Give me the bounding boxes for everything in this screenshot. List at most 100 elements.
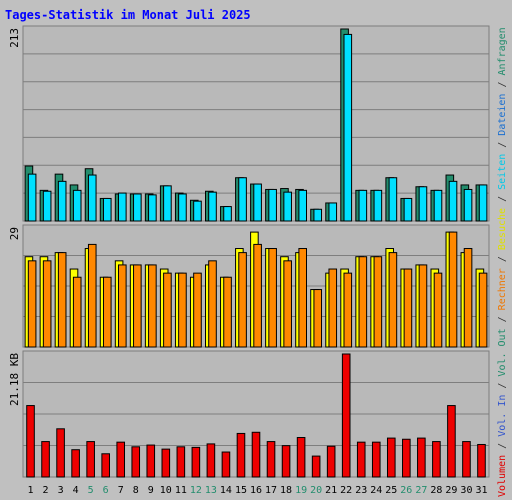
bar-seiten-day-8 <box>133 193 142 222</box>
bar-rechner-day-24 <box>373 256 383 348</box>
x-tick-label: 29 <box>445 485 457 496</box>
bar-seiten-day-29 <box>448 180 458 222</box>
x-tick-label: 2 <box>43 485 49 496</box>
bar-volumen-day-5 <box>86 441 95 478</box>
bar-rechner-day-8 <box>133 264 142 348</box>
bar-rechner-day-21 <box>328 268 338 348</box>
panel-requests: 213 <box>8 25 490 222</box>
bar-seiten-day-18 <box>283 191 292 222</box>
x-tick-label: 5 <box>88 485 94 496</box>
x-tick-label: 20 <box>310 485 322 496</box>
x-tick-label: 16 <box>250 485 262 496</box>
bar-seiten-day-27 <box>418 186 428 222</box>
legend-entry: / <box>497 190 508 208</box>
bar-rechner-day-6 <box>102 276 112 348</box>
bar-volumen-day-23 <box>356 441 366 478</box>
bar-rechner-day-26 <box>403 268 413 348</box>
bar-volumen-day-31 <box>477 443 486 478</box>
bar-rechner-day-4 <box>72 276 82 348</box>
x-tick-label: 26 <box>400 485 412 496</box>
x-tick-label: 13 <box>205 485 217 496</box>
bar-volumen-day-12 <box>191 446 201 478</box>
bar-rechner-day-16 <box>253 243 262 348</box>
bar-volumen-day-26 <box>402 438 411 478</box>
bar-rechner-day-7 <box>118 264 127 348</box>
bar-seiten-day-9 <box>148 194 157 222</box>
bar-volumen-day-3 <box>56 428 65 478</box>
bar-volumen-day-20 <box>311 455 321 478</box>
bar-seiten-day-31 <box>478 184 488 222</box>
bar-seiten-day-30 <box>463 188 473 222</box>
x-tick-label: 8 <box>133 485 139 496</box>
bar-seiten-day-28 <box>433 189 443 222</box>
bar-rechner-day-14 <box>223 276 232 348</box>
x-tick-label: 18 <box>280 485 292 496</box>
x-tick-label: 27 <box>415 485 427 496</box>
x-tick-label: 12 <box>190 485 202 496</box>
bar-rechner-day-19 <box>298 248 307 348</box>
bar-seiten-day-16 <box>253 183 262 222</box>
legend-entry: Rechner <box>497 268 508 310</box>
series-rechner <box>27 231 488 348</box>
bar-seiten-day-15 <box>238 177 247 222</box>
bar-seiten-day-13 <box>208 191 217 222</box>
bar-volumen-day-17 <box>266 441 276 478</box>
bar-rechner-day-22 <box>343 272 353 348</box>
bar-rechner-day-18 <box>283 260 292 348</box>
bar-rechner-day-27 <box>418 264 428 348</box>
bar-volumen-day-14 <box>221 451 231 478</box>
bar-rechner-day-13 <box>208 260 217 348</box>
panel-visits: 29 <box>8 224 490 348</box>
bar-volumen-day-6 <box>101 453 110 478</box>
x-tick-label: 17 <box>265 485 277 496</box>
x-tick-label: 11 <box>175 485 187 496</box>
legend-entry: / <box>497 437 508 455</box>
bar-rechner-day-31 <box>478 272 488 348</box>
x-tick-label: 3 <box>58 485 64 496</box>
chart-title: Tages-Statistik im Monat Juli 2025 <box>5 8 251 22</box>
bar-seiten-day-12 <box>193 200 202 222</box>
legend-entry: Vol. In <box>497 395 508 437</box>
x-tick-label: 22 <box>340 485 352 496</box>
bar-seiten-day-14 <box>223 206 232 222</box>
bar-rechner-day-29 <box>448 231 458 348</box>
legend-entry: Anfragen <box>497 27 508 75</box>
bar-volumen-day-25 <box>386 437 396 478</box>
bar-seiten-day-20 <box>313 208 323 222</box>
legend-entry: / <box>497 136 508 154</box>
bar-seiten-day-7 <box>118 192 127 222</box>
panel-volume: 21.18 KB <box>8 350 490 478</box>
bar-seiten-day-4 <box>72 189 82 222</box>
bar-seiten-day-24 <box>373 189 383 222</box>
series-volumen <box>26 353 486 478</box>
legend-entry: Vol. Out <box>497 328 508 376</box>
series-seiten <box>27 33 488 222</box>
bar-rechner-day-9 <box>148 264 157 348</box>
bar-rechner-day-23 <box>358 256 368 348</box>
bar-volumen-day-27 <box>417 437 426 478</box>
x-tick-label: 25 <box>385 485 397 496</box>
bar-seiten-day-19 <box>298 189 307 222</box>
x-tick-label: 30 <box>460 485 472 496</box>
bar-volumen-day-24 <box>371 441 381 478</box>
bar-volumen-day-9 <box>146 444 156 478</box>
bar-seiten-day-3 <box>57 180 67 222</box>
x-tick-label: 10 <box>160 485 172 496</box>
bar-rechner-day-12 <box>193 272 202 348</box>
x-tick-label: 1 <box>28 485 34 496</box>
bar-seiten-day-21 <box>328 202 338 222</box>
legend-entry: Dateien <box>497 94 508 136</box>
bar-volumen-day-13 <box>206 443 216 478</box>
bar-seiten-day-26 <box>403 197 413 222</box>
legend-entry: / <box>497 377 508 395</box>
panel-visits-ymax-label: 29 <box>8 227 21 240</box>
bar-seiten-day-6 <box>102 197 112 222</box>
x-tick-label: 7 <box>118 485 124 496</box>
bar-rechner-day-5 <box>87 243 97 348</box>
x-tick-label: 14 <box>220 485 232 496</box>
legend-entry: Besuche <box>497 208 508 250</box>
x-tick-label: 4 <box>73 485 79 496</box>
bar-rechner-day-3 <box>57 252 67 348</box>
